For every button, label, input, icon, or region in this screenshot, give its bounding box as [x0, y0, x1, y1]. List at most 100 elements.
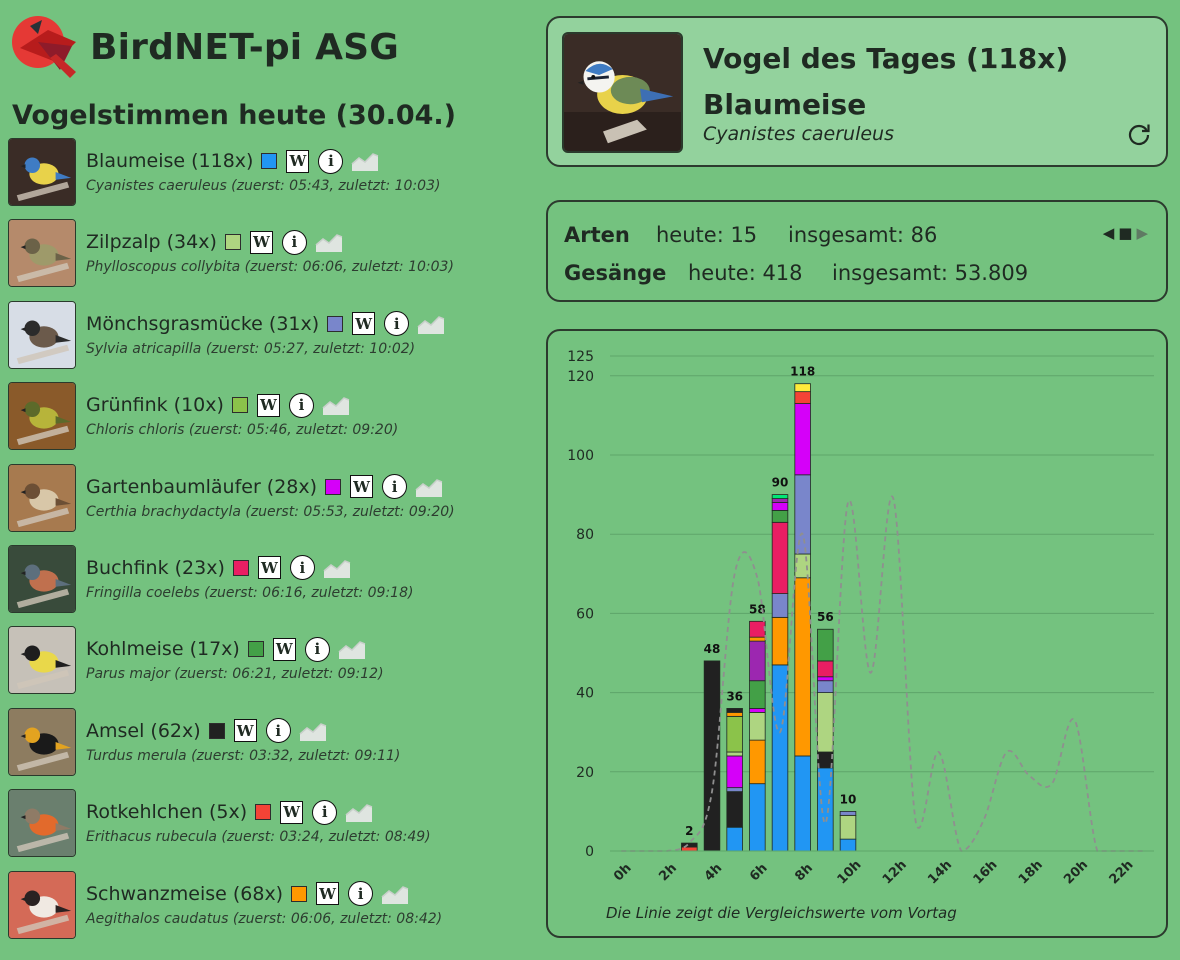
species-photo[interactable] [8, 707, 76, 776]
wikipedia-icon[interactable]: W [352, 312, 376, 336]
species-photo[interactable] [8, 382, 76, 451]
trend-chart-icon[interactable] [417, 313, 445, 335]
species-item[interactable]: Buchfink (23x) W i Fringilla coelebs (zu… [8, 544, 538, 625]
species-color-swatch [255, 804, 272, 821]
species-photo[interactable] [8, 626, 76, 695]
previous-icon[interactable]: ◀ [1102, 224, 1115, 242]
species-common-name[interactable]: Schwanzmeise (68x) [86, 882, 284, 905]
species-common-name[interactable]: Buchfink (23x) [86, 556, 225, 579]
app-title: BirdNET-pi ASG [90, 26, 400, 68]
wikipedia-icon[interactable]: W [286, 149, 310, 173]
bar-segment [749, 640, 766, 682]
species-item[interactable]: Schwanzmeise (68x) W i Aegithalos caudat… [8, 870, 538, 951]
species-item[interactable]: Kohlmeise (17x) W i Parus major (zuerst:… [8, 625, 538, 706]
info-icon[interactable]: i [281, 229, 307, 255]
bar-segment [726, 708, 743, 713]
stop-icon[interactable]: ■ [1118, 224, 1133, 242]
chart-caption: Die Linie zeigt die Vergleichswerte vom … [606, 904, 957, 922]
species-common-name[interactable]: Gartenbaumläufer (28x) [86, 475, 318, 498]
species-color-swatch [247, 641, 264, 658]
species-item[interactable]: Amsel (62x) W i Turdus merula (zuerst: 0… [8, 707, 538, 788]
trend-chart-icon[interactable] [315, 231, 343, 253]
species-item[interactable]: Gartenbaumläufer (28x) W i Certhia brach… [8, 463, 538, 544]
species-item[interactable]: Zilpzalp (34x) W i Phylloscopus collybit… [8, 218, 538, 299]
bar-segment [839, 814, 857, 840]
species-color-swatch [325, 478, 342, 495]
trend-chart-icon[interactable] [381, 883, 409, 905]
trend-chart-icon[interactable] [322, 394, 350, 416]
bird-of-day-photo[interactable] [562, 32, 683, 153]
species-color-swatch [327, 315, 344, 332]
hourly-chart-card: 0 20 40 60 80 100 120 125 2 48 36 58 90 118 56 10 0h 2h 4h… [546, 329, 1168, 938]
bar-segment [749, 708, 766, 713]
species-item[interactable]: Blaumeise (118x) W i Cyanistes caeruleus… [8, 137, 538, 218]
species-photo[interactable] [8, 219, 76, 288]
species-photo[interactable] [8, 870, 76, 939]
info-icon[interactable]: i [312, 799, 338, 825]
refresh-icon[interactable] [1126, 121, 1152, 147]
species-item[interactable]: Mönchsgrasmücke (31x) W i Sylvia atricap… [8, 300, 538, 381]
stats-songs-total: insgesamt: 53.809 [832, 261, 1029, 285]
y-tick-label: 100 [567, 448, 594, 464]
bird-of-day-name[interactable]: Blaumeise [703, 88, 867, 121]
species-common-name[interactable]: Amsel (62x) [86, 719, 201, 742]
bar-segment [794, 553, 811, 579]
info-icon[interactable]: i [288, 392, 314, 418]
bar-segment [749, 739, 766, 785]
species-photo[interactable] [8, 300, 76, 369]
bar-segment [839, 838, 857, 852]
wikipedia-icon[interactable]: W [249, 230, 273, 254]
trend-chart-icon[interactable] [323, 557, 351, 579]
species-common-name[interactable]: Mönchsgrasmücke (31x) [86, 312, 320, 335]
trend-chart-icon[interactable] [345, 801, 373, 823]
species-common-name[interactable]: Rotkehlchen (5x) [86, 801, 248, 824]
species-color-swatch [232, 559, 249, 576]
species-scientific-line: Sylvia atricapilla (zuerst: 05:27, zulet… [86, 340, 416, 357]
stats-species-today: heute: 15 [656, 223, 758, 247]
bird-photo [9, 220, 75, 287]
bar-segment [794, 474, 811, 555]
blue-tit-photo [564, 34, 681, 151]
x-tick-label: 2h [656, 861, 680, 885]
info-icon[interactable]: i [265, 718, 291, 744]
species-photo[interactable] [8, 463, 76, 532]
info-icon[interactable]: i [382, 474, 408, 500]
species-item[interactable]: Rotkehlchen (5x) W i Erithacus rubecula … [8, 788, 538, 869]
info-icon[interactable]: i [384, 311, 410, 337]
bird-photo [9, 790, 75, 857]
species-common-name[interactable]: Zilpzalp (34x) [86, 231, 217, 254]
bar-segment [794, 383, 811, 393]
wikipedia-icon[interactable]: W [257, 556, 281, 580]
trend-chart-icon[interactable] [415, 476, 443, 498]
bar-segment [771, 502, 789, 511]
info-icon[interactable]: i [304, 636, 330, 662]
bar-segment [817, 676, 834, 682]
species-common-name[interactable]: Grünfink (10x) [86, 394, 224, 417]
wikipedia-icon[interactable]: W [256, 393, 280, 417]
y-tick-label: 0 [585, 844, 594, 860]
bird-of-day-card[interactable]: Vogel des Tages (118x) Blaumeise Cyanist… [546, 16, 1168, 167]
species-photo[interactable] [8, 789, 76, 858]
bird-photo [9, 383, 75, 450]
wikipedia-icon[interactable]: W [233, 719, 257, 743]
trend-chart-icon[interactable] [351, 150, 379, 172]
species-photo[interactable] [8, 544, 76, 613]
info-icon[interactable]: i [348, 881, 374, 907]
species-common-name[interactable]: Blaumeise (118x) [86, 150, 254, 172]
trend-chart-icon[interactable] [299, 720, 327, 742]
y-tick-label: 40 [576, 686, 594, 702]
wikipedia-icon[interactable]: W [272, 637, 296, 661]
x-tick-label: 16h [971, 858, 1001, 888]
trend-chart-icon[interactable] [338, 638, 366, 660]
next-icon[interactable]: ▶ [1136, 224, 1148, 242]
wikipedia-icon[interactable]: W [280, 800, 304, 824]
species-item[interactable]: Grünfink (10x) W i Chloris chloris (zuer… [8, 381, 538, 462]
wikipedia-icon[interactable]: W [316, 882, 340, 906]
info-icon[interactable]: i [289, 555, 315, 581]
info-icon[interactable]: i [318, 148, 344, 174]
day-title: Vogelstimmen heute (30.04.) [12, 100, 457, 131]
species-common-name[interactable]: Kohlmeise (17x) [86, 638, 240, 661]
species-scientific-line: Chloris chloris (zuerst: 05:46, zuletzt:… [86, 422, 399, 439]
wikipedia-icon[interactable]: W [350, 475, 374, 499]
species-photo[interactable] [8, 138, 76, 206]
